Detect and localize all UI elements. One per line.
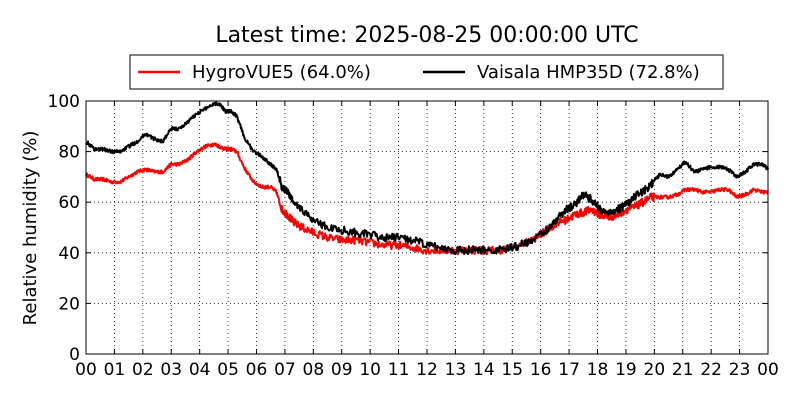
chart-title: Latest time: 2025-08-25 00:00:00 UTC xyxy=(215,23,638,48)
x-tick-label: 17 xyxy=(558,360,580,380)
legend: HygroVUE5 (64.0%) Vaisala HMP35D (72.8%) xyxy=(129,54,724,90)
x-tick-labels: 00 01 02 03 04 05 06 07 08 09 10 11 12 13 14 15 16 17 18 19… xyxy=(75,360,779,380)
x-tick-label: 14 xyxy=(473,360,495,380)
x-tick-label: 23 xyxy=(729,360,751,380)
x-tick-label: 16 xyxy=(530,360,552,380)
plot-frame xyxy=(85,100,769,355)
y-tick-label: 80 xyxy=(58,143,80,163)
x-tick-label: 18 xyxy=(587,360,609,380)
series-line-vaisala xyxy=(85,101,769,256)
y-tick-label: 20 xyxy=(58,294,80,314)
series-line-hygrovue5 xyxy=(85,142,769,256)
x-tick-label: 02 xyxy=(132,360,154,380)
series-lines xyxy=(85,101,769,256)
x-tick-label: 05 xyxy=(217,360,239,380)
x-tick-label: 10 xyxy=(359,360,381,380)
x-tick-label: 00 xyxy=(75,360,97,380)
x-tick-label: 04 xyxy=(189,360,211,380)
x-tick-label: 22 xyxy=(700,360,722,380)
x-tick-label: 13 xyxy=(445,360,467,380)
legend-label-vaisala: Vaisala HMP35D (72.8%) xyxy=(477,62,700,83)
x-tick-label: 15 xyxy=(501,360,523,380)
y-axis-label: Relative humidity (%) xyxy=(20,131,41,326)
x-tick-label: 19 xyxy=(615,360,637,380)
grid-lines xyxy=(86,101,768,354)
y-tick-labels: 0 20 40 60 80 100 xyxy=(48,92,80,365)
x-tick-label: 11 xyxy=(388,360,410,380)
x-tick-label: 07 xyxy=(274,360,296,380)
x-tick-label: 03 xyxy=(160,360,182,380)
y-tick-label: 40 xyxy=(58,244,80,264)
axis-ticks xyxy=(85,100,769,355)
x-tick-label: 09 xyxy=(331,360,353,380)
x-tick-label: 00 xyxy=(757,360,779,380)
x-tick-label: 01 xyxy=(104,360,126,380)
x-tick-label: 06 xyxy=(246,360,268,380)
x-tick-label: 08 xyxy=(303,360,325,380)
x-tick-label: 12 xyxy=(416,360,438,380)
x-tick-label: 21 xyxy=(672,360,694,380)
y-tick-label: 0 xyxy=(69,345,80,365)
y-tick-label: 60 xyxy=(58,193,80,213)
legend-label-hygrovue5: HygroVUE5 (64.0%) xyxy=(192,62,371,83)
y-tick-label: 100 xyxy=(48,92,80,112)
legend-box xyxy=(129,54,724,90)
x-tick-label: 20 xyxy=(644,360,666,380)
